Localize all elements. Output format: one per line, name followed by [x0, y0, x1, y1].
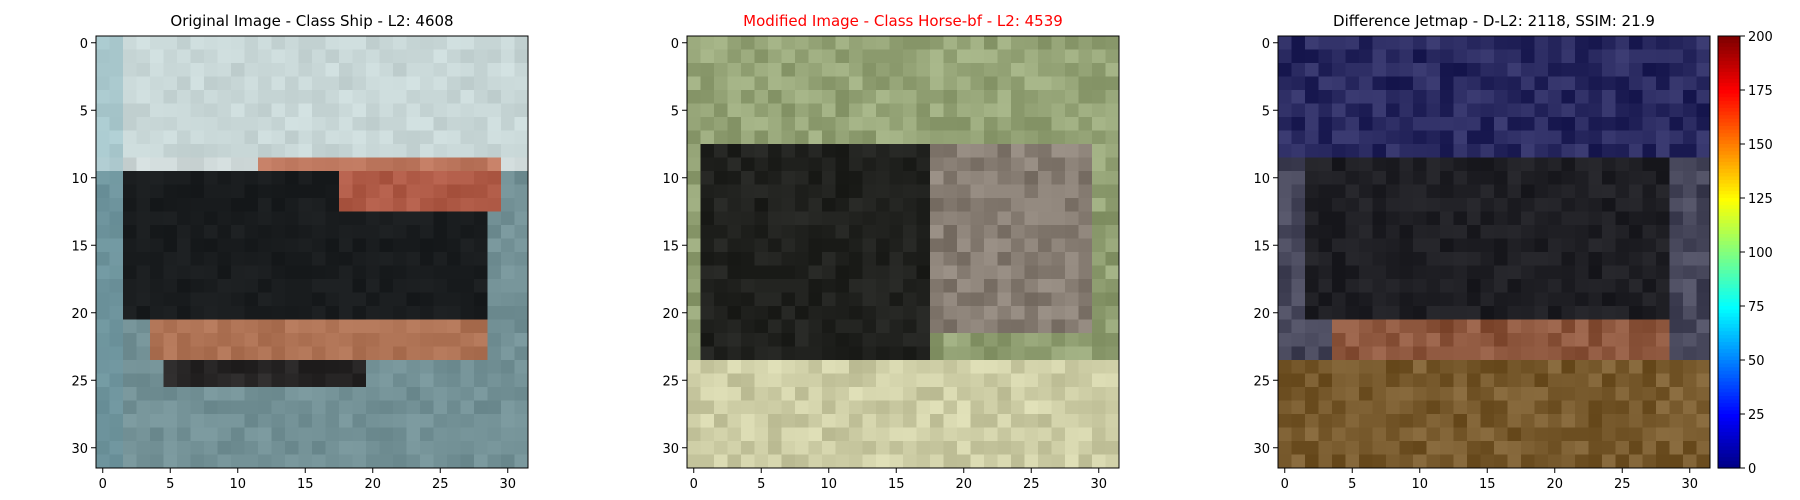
x-tick-label: 5	[757, 477, 765, 492]
x-tick-label: 20	[364, 477, 381, 492]
colorbar-tick-label: 175	[1748, 84, 1773, 99]
y-tick-label: 30	[1253, 442, 1270, 457]
colorbar-tick-label: 75	[1748, 300, 1765, 315]
y-tick-label: 25	[71, 374, 88, 389]
x-tick-label: 0	[1281, 477, 1289, 492]
panel-title: Original Image - Class Ship - L2: 4608	[170, 12, 453, 30]
axes-frame	[1277, 35, 1711, 469]
panel-title: Modified Image - Class Horse-bf - L2: 45…	[743, 12, 1063, 30]
y-tick-label: 5	[1262, 104, 1270, 119]
axes-frame	[686, 35, 1120, 469]
colorbar-tick-label: 50	[1748, 354, 1765, 369]
panel-title: Difference Jetmap - D-L2: 2118, SSIM: 21…	[1333, 12, 1655, 30]
image-pixels	[96, 36, 529, 469]
x-tick-label: 30	[499, 477, 516, 492]
y-tick-label: 10	[71, 172, 88, 187]
panel-ship: Original Image - Class Ship - L2: 4608 0 5…	[71, 12, 529, 492]
colorbar-tick-label: 150	[1748, 138, 1773, 153]
colorbar-tick-label: 100	[1748, 246, 1773, 261]
y-tick-label: 20	[1253, 307, 1270, 322]
x-tick-label: 0	[690, 477, 698, 492]
x-tick-label: 20	[1546, 477, 1563, 492]
colorbar-tick-label: 25	[1748, 408, 1765, 423]
colorbar-tick-label: 200	[1748, 30, 1773, 45]
y-tick-label: 10	[1253, 172, 1270, 187]
x-tick-label: 25	[1023, 477, 1040, 492]
x-tick-label: 30	[1090, 477, 1107, 492]
colorbar: 0 25 50 75 100 125 150 175 200	[1717, 30, 1773, 477]
x-tick-label: 25	[1614, 477, 1631, 492]
y-tick-label: 15	[1253, 239, 1270, 254]
x-tick-label: 25	[432, 477, 449, 492]
y-tick-label: 25	[662, 374, 679, 389]
axes-frame	[95, 35, 529, 469]
panel-diff: Difference Jetmap - D-L2: 2118, SSIM: 21…	[1253, 12, 1711, 492]
y-tick-label: 25	[1253, 374, 1270, 389]
x-tick-label: 15	[297, 477, 314, 492]
y-tick-label: 10	[662, 172, 679, 187]
y-tick-label: 5	[671, 104, 679, 119]
panel-horse: Modified Image - Class Horse-bf - L2: 45…	[662, 12, 1120, 492]
y-tick-label: 30	[662, 442, 679, 457]
x-tick-label: 10	[1411, 477, 1428, 492]
y-tick-label: 15	[662, 239, 679, 254]
y-tick-label: 0	[671, 37, 679, 52]
x-tick-label: 15	[1479, 477, 1496, 492]
x-tick-label: 10	[229, 477, 246, 492]
colorbar-tick-label: 125	[1748, 192, 1773, 207]
x-tick-label: 15	[888, 477, 905, 492]
y-tick-label: 30	[71, 442, 88, 457]
x-tick-label: 5	[1348, 477, 1356, 492]
y-tick-label: 0	[1262, 37, 1270, 52]
y-tick-label: 5	[80, 104, 88, 119]
x-tick-label: 30	[1681, 477, 1698, 492]
colorbar-tick-label: 0	[1748, 462, 1756, 477]
image-pixels	[1278, 36, 1711, 469]
y-tick-label: 20	[71, 307, 88, 322]
image-pixels	[687, 36, 1120, 469]
y-tick-label: 20	[662, 307, 679, 322]
x-tick-label: 10	[820, 477, 837, 492]
x-tick-label: 5	[166, 477, 174, 492]
x-tick-label: 20	[955, 477, 972, 492]
x-tick-label: 0	[99, 477, 107, 492]
y-tick-label: 0	[80, 37, 88, 52]
y-tick-label: 15	[71, 239, 88, 254]
